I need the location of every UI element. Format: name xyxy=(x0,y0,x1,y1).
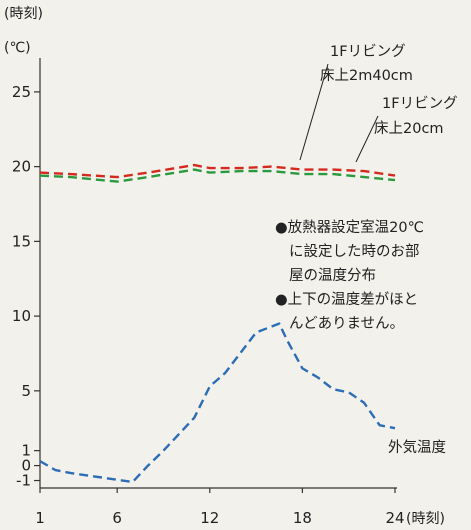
series-line-1 xyxy=(39,163,396,179)
y-tick-label: 1 xyxy=(21,442,31,460)
series-line-3 xyxy=(39,322,396,484)
x-tick-label: 12 xyxy=(200,509,219,527)
y-unit-label: (℃) xyxy=(4,40,31,56)
series-1-label: 1Fリビング xyxy=(330,43,406,60)
x-tick-label: 6 xyxy=(112,509,122,527)
x-tick-label: 24 xyxy=(385,509,404,527)
y-tick-label: 15 xyxy=(12,232,31,250)
x-unit-label-top: (時刻) xyxy=(4,6,43,22)
y-tick-label: 0 xyxy=(21,457,31,475)
series-line-2 xyxy=(39,168,396,183)
y-tick-label: 5 xyxy=(21,382,31,400)
x-tick-label: 18 xyxy=(293,509,312,527)
series-2-leader xyxy=(355,115,379,163)
x-unit-label-bottom: (時刻) xyxy=(406,511,445,527)
x-tick-label: 1 xyxy=(35,509,45,527)
series-1-label: 床上2m40cm xyxy=(320,67,413,84)
y-tick-label: 10 xyxy=(12,307,31,325)
series-3-label: 外気温度 xyxy=(388,439,446,456)
series-1-leader xyxy=(299,63,329,161)
y-tick-label: 20 xyxy=(12,158,31,176)
y-tick-label: -1 xyxy=(16,472,31,490)
annotation-line: ●放熱器設定室温20℃ xyxy=(275,219,424,236)
series-2-label: 床上20cm xyxy=(374,120,444,137)
annotation-line: んどありません。 xyxy=(289,315,404,332)
y-tick-label: 25 xyxy=(12,83,31,101)
annotation-line: 屋の温度分布 xyxy=(289,267,376,284)
annotation-line: に設定した時のお部 xyxy=(289,243,420,260)
annotation-line: ●上下の温度差がほと xyxy=(275,291,418,308)
series-2-label: 1Fリビング xyxy=(382,95,458,112)
